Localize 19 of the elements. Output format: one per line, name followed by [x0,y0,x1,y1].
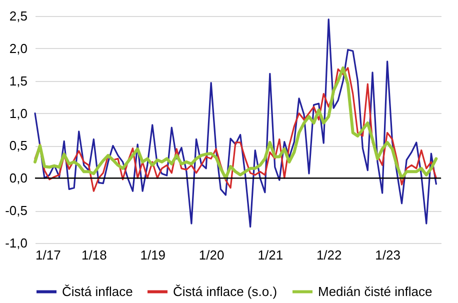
y-tick-label: -0,5 [5,203,28,218]
line-series [34,18,437,228]
x-tick-label: 1/17 [36,248,61,262]
y-tick-label: 2,5 [9,8,28,24]
y-tick-label: -1,0 [5,236,28,250]
y-tick-label: 2,0 [9,40,28,56]
x-tick-label: 1/22 [316,248,342,262]
legend-label: Medián čisté inflace [318,284,432,299]
x-tick-label: 1/18 [82,248,107,262]
y-tick-label: 1,0 [9,106,28,121]
y-tick-label: 0,5 [9,138,28,154]
legend-label: Čistá inflace (s.o.) [173,284,278,299]
x-tick-label: 1/23 [375,248,400,262]
y-tick-label: 0,0 [9,170,28,186]
x-tick-label: 1/19 [140,248,166,262]
y-tick-label: 1,5 [9,73,28,88]
x-tick-label: 1/20 [198,248,224,262]
x-tick-label: 1/21 [258,248,284,262]
legend-label: Čistá inflace [62,284,133,299]
